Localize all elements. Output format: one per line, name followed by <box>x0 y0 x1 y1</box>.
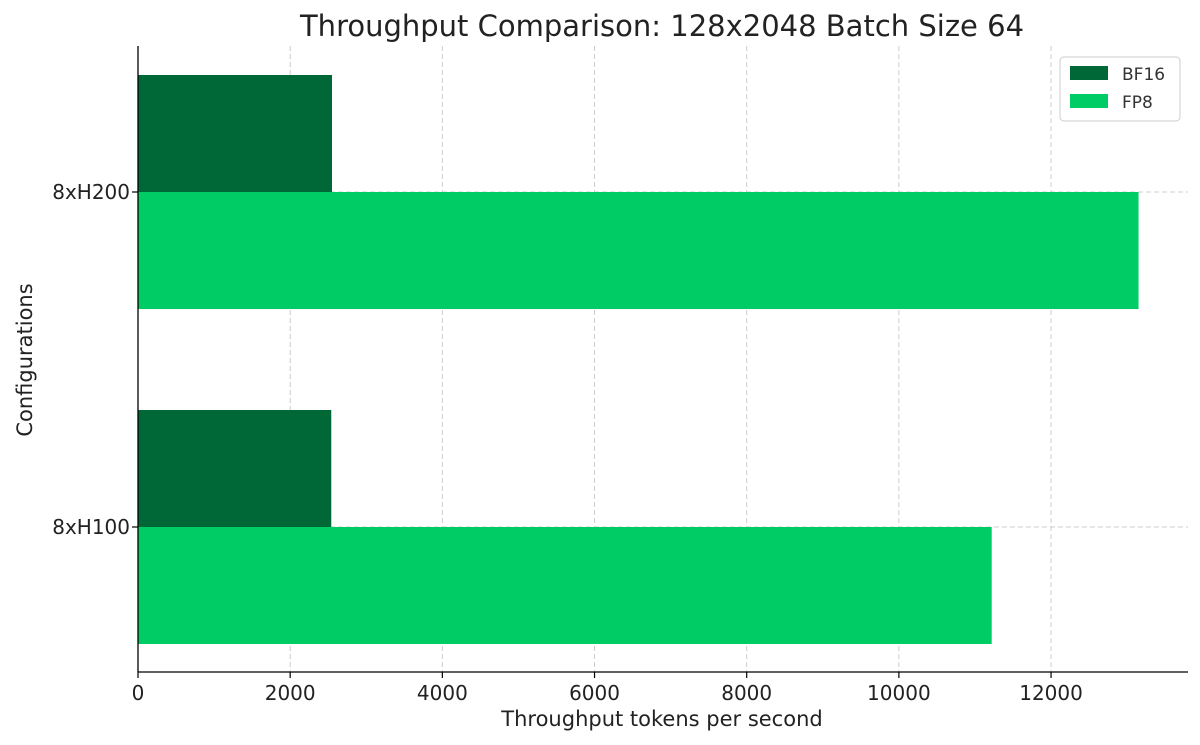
x-axis-label: Throughput tokens per second <box>500 707 822 731</box>
legend-swatch-bf16 <box>1070 66 1108 80</box>
axes <box>137 46 1188 673</box>
y-tick-label-8xh200: 8xH200 <box>52 180 130 204</box>
legend-label-fp8: FP8 <box>1122 93 1153 113</box>
x-tick-label: 4000 <box>417 681 468 705</box>
y-axis-label: Configurations <box>13 283 37 436</box>
x-tick-label: 10000 <box>867 681 931 705</box>
bar-fp8-8xh100 <box>138 527 992 644</box>
y-tick-label-8xh100: 8xH100 <box>52 515 130 539</box>
ticks: 0 2000 4000 6000 8000 10000 12000 8xH100 8xH200 <box>52 180 1083 705</box>
legend: BF16 FP8 <box>1059 56 1181 122</box>
bar-fp8-8xh200 <box>138 192 1139 309</box>
x-tick-label: 12000 <box>1019 681 1083 705</box>
x-tick-label: 8000 <box>721 681 772 705</box>
chart-title: Throughput Comparison: 128x2048 Batch Si… <box>299 9 1024 43</box>
x-tick-label: 6000 <box>569 681 620 705</box>
x-tick-label: 2000 <box>265 681 316 705</box>
bar-bf16-8xh200 <box>138 75 333 192</box>
bars <box>138 75 1139 644</box>
legend-swatch-fp8 <box>1070 94 1108 108</box>
x-tick-label: 0 <box>132 681 145 705</box>
bar-bf16-8xh100 <box>138 410 332 527</box>
legend-label-bf16: BF16 <box>1122 65 1165 85</box>
